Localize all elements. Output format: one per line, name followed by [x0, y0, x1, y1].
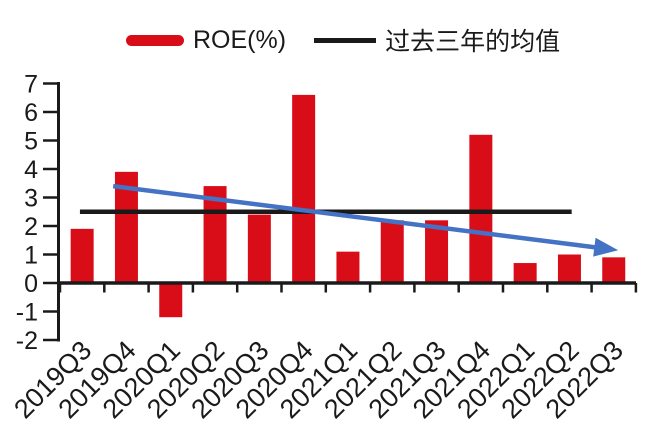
y-tick-label-4: 4: [24, 156, 38, 184]
legend-item-average: 过去三年的均值: [314, 22, 560, 58]
y-tick-label-5: 5: [24, 128, 38, 156]
bar-2021Q3: [425, 220, 449, 283]
bar-2022Q3: [602, 257, 626, 283]
y-tick-label--2: -2: [16, 327, 38, 355]
y-tick-label-3: 3: [24, 185, 38, 213]
bar-2020Q3: [247, 214, 271, 283]
y-tick-label-1: 1: [24, 242, 38, 270]
legend-label-roe: ROE(%): [193, 25, 287, 54]
average-line-swatch-icon: [314, 37, 377, 43]
bar-2021Q4: [469, 134, 493, 283]
y-tick-label-0: 0: [24, 270, 38, 298]
legend-item-roe: ROE(%): [126, 26, 286, 55]
bar-2022Q1: [513, 263, 537, 283]
bar-2019Q4: [114, 171, 138, 283]
bar-2020Q4: [292, 94, 316, 284]
bar-2021Q1: [336, 251, 360, 283]
y-tick-label-7: 7: [24, 71, 38, 99]
bar-2021Q2: [380, 220, 404, 283]
legend-label-average: 过去三年的均值: [385, 28, 561, 56]
y-tick-label-6: 6: [24, 99, 38, 127]
chart-legend: ROE(%) 过去三年的均值: [126, 22, 560, 58]
bar-2019Q3: [70, 228, 94, 283]
y-tick-label--1: -1: [16, 299, 38, 327]
roe-series-swatch-icon: [126, 34, 184, 46]
bar-2022Q2: [557, 254, 581, 283]
y-tick-label-2: 2: [24, 213, 38, 241]
bar-2020Q1: [159, 283, 183, 318]
trend-arrow-head-icon: [593, 237, 619, 257]
trend-arrow-shaft: [112, 183, 603, 251]
